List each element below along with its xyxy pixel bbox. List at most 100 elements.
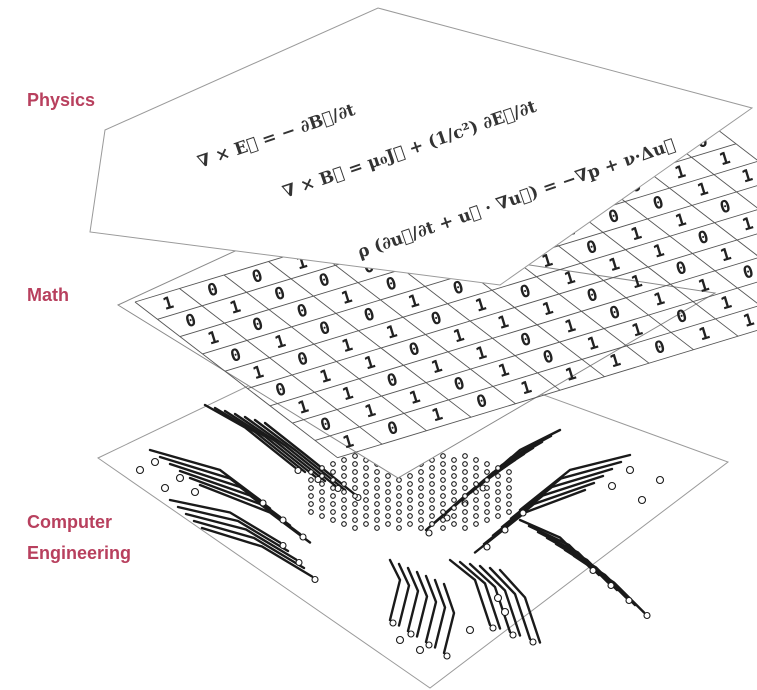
via-hole [484,477,490,483]
binary-digit: 0 [652,337,668,359]
circuit-trace [253,418,347,492]
binary-digit: 1 [651,241,667,263]
via-hole [607,581,615,590]
via-hole [396,501,402,507]
physics-layer-label: Physics [27,90,96,110]
via-hole [440,501,446,507]
grid-row-line [224,209,757,372]
via-hole [330,501,336,507]
via-hole [407,481,413,487]
via-hole [655,475,665,485]
circuit-trace [176,505,290,553]
binary-digit: 1 [697,323,713,345]
via-hole [319,481,325,487]
via-hole [352,485,358,491]
binary-digit: 1 [718,244,734,266]
via-hole [279,541,287,550]
via-hole [319,505,325,511]
via-hole [495,465,501,471]
via-hole [418,501,424,507]
via-hole [509,631,517,639]
via-hole [429,505,435,511]
via-hole [440,517,446,523]
via-hole [319,497,325,503]
via-hole [501,526,509,534]
via-hole [506,477,512,483]
via-hole [440,453,446,459]
via-hole [319,489,325,495]
circuit-trace [192,519,306,570]
circuit-trace [478,564,522,637]
circuit-trace [388,558,402,622]
via-hole [462,525,468,531]
via-hole [462,477,468,483]
via-hole [385,521,391,527]
via-hole [330,469,336,475]
via-hole [495,513,501,519]
via-hole [341,521,347,527]
via-hole [330,493,336,499]
via-hole [418,517,424,523]
binary-digit: 1 [740,165,756,187]
grid-row-line [337,329,757,459]
computer-engineering-label-line2: Engineering [27,543,132,563]
binary-digit: 0 [651,192,667,214]
via-hole [363,497,369,503]
via-hole [407,505,413,511]
grid-column-line [668,139,757,209]
via-hole [607,481,617,491]
math-layer-label: Math [27,285,69,305]
grid-column-line [268,261,472,418]
computer-engineering-label-line1: Computer [27,512,112,532]
via-hole [341,481,347,487]
via-hole [407,497,413,503]
via-hole [440,493,446,499]
circuit-trace [458,560,502,630]
via-hole [440,509,446,515]
via-hole [484,517,490,523]
via-hole [519,509,527,517]
via-hole [473,497,479,503]
via-hole [407,489,413,495]
via-hole [160,483,170,493]
via-hole [462,493,468,499]
binary-digit: 1 [629,223,645,245]
via-hole [279,516,287,524]
via-hole [407,473,413,479]
via-hole [429,497,435,503]
grid-column-line [134,301,338,459]
via-hole [484,509,490,515]
via-hole [451,489,457,495]
via-hole [462,469,468,475]
binary-digit: 1 [717,148,733,170]
via-hole [363,465,369,471]
via-hole [473,473,479,479]
via-hole [589,566,597,575]
via-hole [374,525,380,531]
via-hole [341,457,347,463]
via-hole [483,543,491,551]
circuit-trace [168,498,282,544]
via-hole [643,611,651,620]
via-hole [506,493,512,499]
via-hole [465,625,475,635]
via-hole [374,517,380,523]
via-hole [396,509,402,515]
via-hole [462,509,468,515]
circuit-trace [468,562,512,634]
via-hole [637,495,647,505]
binary-digit: 1 [740,214,756,236]
via-hole [308,485,314,491]
via-hole [495,505,501,511]
via-hole [473,481,479,487]
via-hole [363,521,369,527]
grid-column-line [624,153,757,256]
via-hole [462,501,468,507]
binary-matrix-plane [116,227,717,479]
via-hole [308,469,314,475]
via-hole [352,453,358,459]
via-hole [374,485,380,491]
via-hole [374,477,380,483]
via-hole [385,505,391,511]
via-hole [451,481,457,487]
